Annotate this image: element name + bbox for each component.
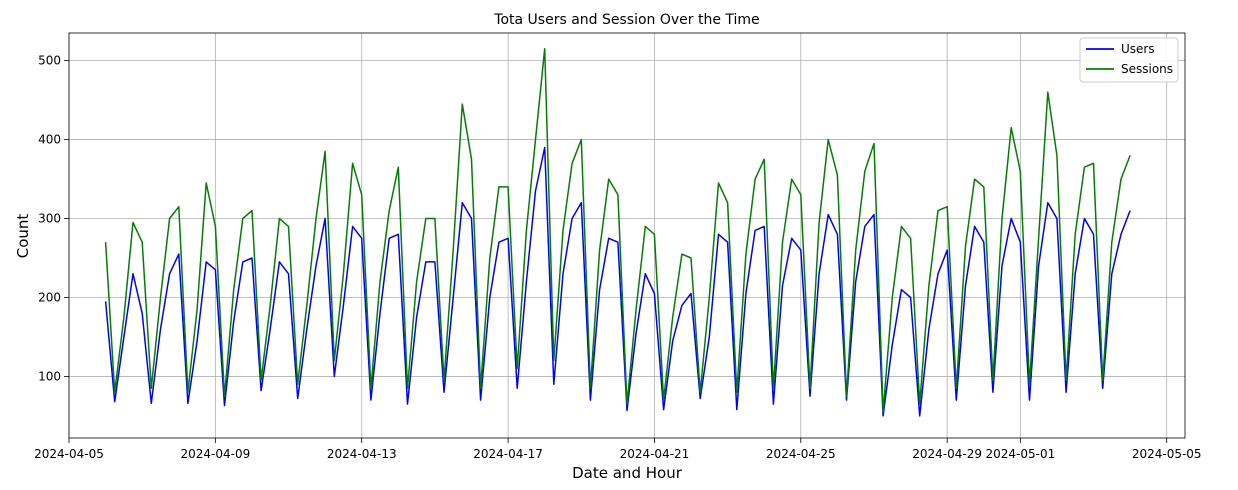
x-axis-label: Date and Hour (572, 464, 683, 482)
y-tick-label: 400 (38, 133, 61, 147)
y-tick-label: 200 (38, 290, 61, 304)
x-tick-label: 2024-04-21 (620, 447, 690, 461)
x-tick-label: 2024-04-25 (766, 447, 836, 461)
legend-label-users: Users (1121, 42, 1155, 56)
x-tick-label: 2024-04-17 (473, 447, 543, 461)
chart-title: Tota Users and Session Over the Time (493, 12, 759, 28)
legend: Users Sessions (1079, 37, 1179, 83)
legend-label-sessions: Sessions (1121, 62, 1173, 76)
x-tick-label: 2024-04-09 (180, 447, 250, 461)
series-line-sessions (104, 48, 1131, 413)
x-tick-label: 2024-05-01 (985, 447, 1055, 461)
y-axis: 100 200 300 400 500 (38, 54, 69, 383)
x-tick-label: 2024-05-05 (1132, 447, 1202, 461)
x-tick-label: 2024-04-13 (327, 447, 397, 461)
series-lines (104, 48, 1131, 417)
x-tick-label: 2024-04-29 (912, 447, 982, 461)
plot-frame (68, 32, 1186, 439)
y-tick-label: 300 (38, 212, 61, 226)
x-tick-label: 2024-04-05 (34, 447, 104, 461)
x-axis: 2024-04-05 2024-04-09 2024-04-13 2024-04-17… (34, 438, 1202, 461)
y-axis-label: Count (14, 214, 32, 259)
y-tick-label: 100 (38, 369, 61, 383)
y-tick-label: 500 (38, 54, 61, 68)
series-line-users (104, 146, 1131, 417)
